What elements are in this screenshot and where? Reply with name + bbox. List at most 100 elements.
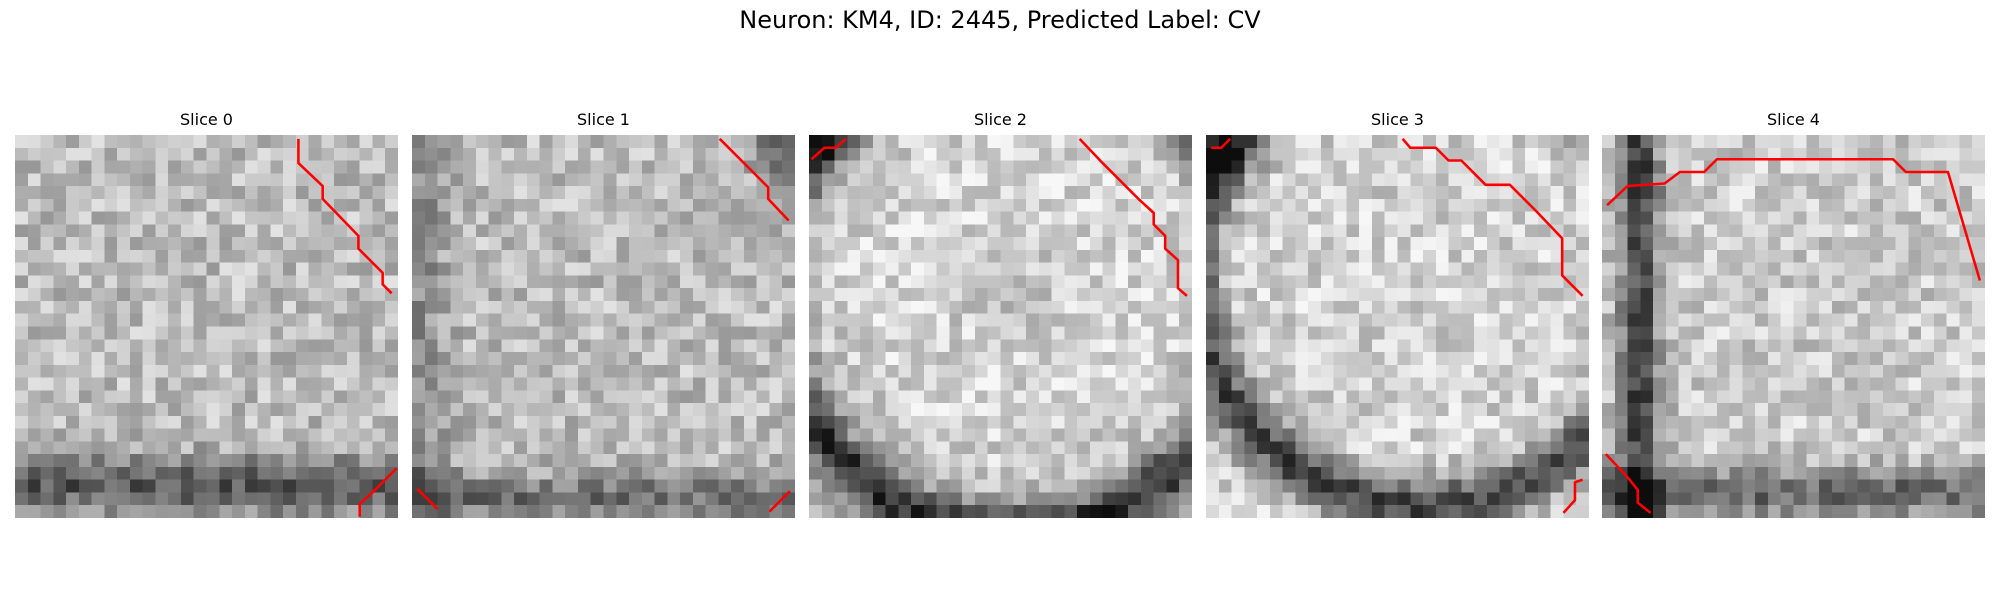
pixel-cell: [1115, 147, 1129, 161]
pixel-cell: [1013, 275, 1027, 289]
pixel-cell: [1410, 288, 1424, 302]
pixel-cell: [15, 326, 29, 340]
pixel-cell: [1206, 326, 1220, 340]
pixel-cell: [334, 339, 348, 353]
pixel-cell: [1742, 415, 1756, 429]
pixel-cell: [1882, 237, 1896, 251]
pixel-cell: [809, 275, 823, 289]
pixel-cell: [756, 364, 770, 378]
pixel-cell: [168, 288, 182, 302]
pixel-cell: [974, 403, 988, 417]
pixel-cell: [514, 147, 528, 161]
pixel-cell: [1499, 262, 1513, 276]
pixel-cell: [91, 300, 105, 314]
pixel-cell: [1128, 288, 1142, 302]
pixel-cell: [962, 186, 976, 200]
pixel-cell: [1691, 313, 1705, 327]
pixel-cell: [1933, 377, 1947, 391]
pixel-cell: [1512, 352, 1526, 366]
pixel-cell: [1231, 198, 1245, 212]
pixel-cell: [1026, 313, 1040, 327]
pixel-cell: [168, 415, 182, 429]
pixel-cell: [219, 262, 233, 276]
pixel-cell: [66, 377, 80, 391]
pixel-cell: [244, 300, 258, 314]
pixel-cell: [424, 135, 438, 149]
pixel-cell: [1000, 237, 1014, 251]
pixel-cell: [641, 492, 655, 506]
pixel-cell: [1972, 326, 1985, 340]
pixel-cell: [334, 352, 348, 366]
pixel-cell: [1793, 479, 1807, 493]
pixel-cell: [1499, 415, 1513, 429]
pixel-cell: [1946, 262, 1960, 276]
pixel-cell: [692, 390, 706, 404]
pixel-cell: [1333, 454, 1347, 468]
pixel-cell: [104, 441, 118, 455]
pixel-cell: [1257, 454, 1271, 468]
pixel-cell: [1933, 211, 1947, 225]
pixel-cell: [40, 364, 54, 378]
pixel-cell: [1295, 147, 1309, 161]
pixel-cell: [885, 415, 899, 429]
pixel-cell: [1371, 441, 1385, 455]
pixel-cell: [412, 466, 426, 480]
pixel-cell: [1153, 364, 1167, 378]
pixel-cell: [424, 173, 438, 187]
pixel-cell: [603, 479, 617, 493]
pixel-cell: [1140, 339, 1154, 353]
pixel-cell: [1064, 454, 1078, 468]
pixel-cell: [1051, 390, 1065, 404]
pixel-cell: [539, 288, 553, 302]
pixel-cell: [1397, 339, 1411, 353]
pixel-cell: [66, 249, 80, 263]
pixel-cell: [1563, 173, 1577, 187]
pixel-cell: [1371, 249, 1385, 263]
pixel-cell: [1512, 390, 1526, 404]
pixel-cell: [424, 441, 438, 455]
pixel-cell: [1870, 326, 1884, 340]
pixel-cell: [1831, 262, 1845, 276]
pixel-cell: [1537, 364, 1551, 378]
pixel-cell: [334, 415, 348, 429]
pixel-cell: [1857, 364, 1871, 378]
pixel-cell: [565, 428, 579, 442]
pixel-cell: [692, 186, 706, 200]
pixel-cell: [180, 428, 194, 442]
pixel-cell: [1653, 249, 1667, 263]
pixel-cell: [1844, 403, 1858, 417]
pixel-cell: [359, 441, 373, 455]
pixel-cell: [705, 466, 719, 480]
pixel-cell: [142, 441, 156, 455]
pixel-cell: [1793, 377, 1807, 391]
pixel-cell: [1179, 147, 1192, 161]
pixel-cell: [1486, 160, 1500, 174]
pixel-cell: [1206, 454, 1220, 468]
pixel-cell: [1257, 428, 1271, 442]
pixel-cell: [1602, 313, 1616, 327]
pixel-cell: [987, 300, 1001, 314]
pixel-cell: [1742, 249, 1756, 263]
pixel-cell: [412, 275, 426, 289]
pixel-cell: [359, 339, 373, 353]
pixel-cell: [552, 211, 566, 225]
pixel-cell: [1435, 415, 1449, 429]
pixel-cell: [718, 186, 732, 200]
pixel-cell: [1627, 147, 1641, 161]
pixel-cell: [1102, 249, 1116, 263]
pixel-cell: [1972, 211, 1985, 225]
pixel-cell: [1461, 313, 1475, 327]
pixel-cell: [1435, 313, 1449, 327]
pixel-cell: [1359, 492, 1373, 506]
pixel-cell: [680, 313, 694, 327]
pixel-cell: [180, 364, 194, 378]
pixel-cell: [1423, 352, 1437, 366]
pixel-cell: [911, 403, 925, 417]
pixel-cell: [1474, 275, 1488, 289]
pixel-cell: [923, 441, 937, 455]
pixel-cell: [1729, 352, 1743, 366]
pixel-cell: [155, 224, 169, 238]
pixel-cell: [1026, 326, 1040, 340]
pixel-cell: [1665, 339, 1679, 353]
pixel-cell: [1474, 262, 1488, 276]
